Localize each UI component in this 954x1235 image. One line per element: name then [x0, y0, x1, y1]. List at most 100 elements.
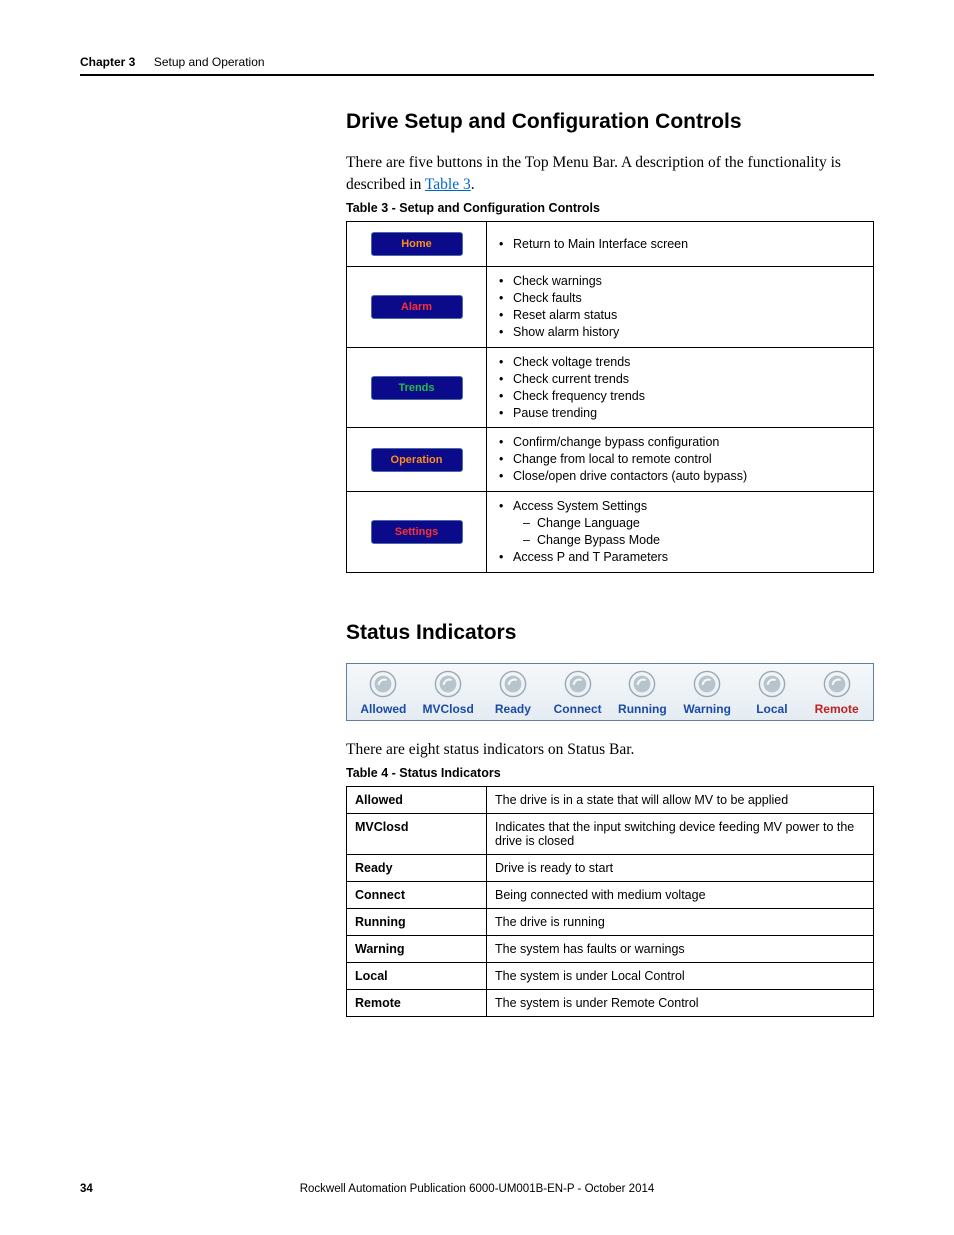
list-item: Change from local to remote control: [499, 451, 865, 468]
status-desc: Indicates that the input switching devic…: [487, 814, 874, 855]
status-row: AllowedMVClosdReadyConnectRunningWarning…: [351, 670, 869, 716]
status-name: Remote: [347, 990, 487, 1017]
table3-caption: Table 3 - Setup and Configuration Contro…: [346, 201, 874, 215]
status-bar: AllowedMVClosdReadyConnectRunningWarning…: [346, 663, 874, 721]
bullet-list: Access System Settings Change Language C…: [495, 498, 865, 566]
list-item: Pause trending: [499, 405, 865, 422]
intro-text-b: .: [471, 176, 475, 193]
list-item: Access P and T Parameters: [499, 549, 865, 566]
led-label: Ready: [481, 702, 546, 716]
status-desc: The system is under Remote Control: [487, 990, 874, 1017]
table-row: MVClosdIndicates that the input switchin…: [347, 814, 874, 855]
list-item: Check frequency trends: [499, 388, 865, 405]
led-label: MVClosd: [416, 702, 481, 716]
bullet-list: Check voltage trends Check current trend…: [495, 354, 865, 422]
bullet-list: Return to Main Interface screen: [495, 236, 865, 253]
publication-info: Rockwell Automation Publication 6000-UM0…: [80, 1183, 874, 1195]
status-indicator: Warning: [675, 670, 740, 716]
button-cell: Alarm: [347, 267, 487, 348]
led-icon: [564, 670, 592, 698]
led-icon: [499, 670, 527, 698]
status-name: Running: [347, 909, 487, 936]
table-row: Operation Confirm/change bypass configur…: [347, 428, 874, 492]
list-item: Return to Main Interface screen: [499, 236, 865, 253]
led-label: Running: [610, 702, 675, 716]
button-cell: Settings: [347, 492, 487, 573]
status-table: AllowedThe drive is in a state that will…: [346, 786, 874, 1017]
led-icon: [434, 670, 462, 698]
status-indicator: Allowed: [351, 670, 416, 716]
status-desc: The system is under Local Control: [487, 963, 874, 990]
intro-paragraph: There are five buttons in the Top Menu B…: [346, 152, 874, 195]
status-indicator: Remote: [804, 670, 869, 716]
sub-list: Change Language Change Bypass Mode: [513, 515, 865, 549]
button-cell: Trends: [347, 347, 487, 428]
status-indicator: MVClosd: [416, 670, 481, 716]
list-item: Change Language: [523, 515, 865, 532]
page-content: Drive Setup and Configuration Controls T…: [346, 110, 874, 1017]
led-icon: [369, 670, 397, 698]
operation-button[interactable]: Operation: [371, 448, 463, 472]
status-desc: Drive is ready to start: [487, 855, 874, 882]
led-label: Local: [740, 702, 805, 716]
list-item: Check warnings: [499, 273, 865, 290]
section-heading-2: Status Indicators: [346, 621, 874, 645]
list-item: Confirm/change bypass configuration: [499, 434, 865, 451]
led-icon: [758, 670, 786, 698]
list-item: Close/open drive contactors (auto bypass…: [499, 468, 865, 485]
intro-text-a: There are five buttons in the Top Menu B…: [346, 154, 841, 193]
status-name: Ready: [347, 855, 487, 882]
table-row: ReadyDrive is ready to start: [347, 855, 874, 882]
controls-table: Home Return to Main Interface screen Ala…: [346, 221, 874, 572]
status-desc: The drive is running: [487, 909, 874, 936]
bullet-list: Check warnings Check faults Reset alarm …: [495, 273, 865, 341]
chapter-title: Setup and Operation: [154, 55, 265, 69]
table-row: AllowedThe drive is in a state that will…: [347, 787, 874, 814]
led-label: Remote: [804, 702, 869, 716]
status-indicator: Connect: [545, 670, 610, 716]
list-item: Access System Settings Change Language C…: [499, 498, 865, 549]
list-item-text: Access System Settings: [513, 499, 647, 513]
table-row: RemoteThe system is under Remote Control: [347, 990, 874, 1017]
status-name: Connect: [347, 882, 487, 909]
table-row: Alarm Check warnings Check faults Reset …: [347, 267, 874, 348]
led-label: Warning: [675, 702, 740, 716]
page-header: Chapter 3 Setup and Operation: [80, 53, 874, 76]
desc-cell: Confirm/change bypass configuration Chan…: [487, 428, 874, 492]
list-item: Reset alarm status: [499, 307, 865, 324]
status-desc: The drive is in a state that will allow …: [487, 787, 874, 814]
status-name: MVClosd: [347, 814, 487, 855]
table-row: Settings Access System Settings Change L…: [347, 492, 874, 573]
led-icon: [628, 670, 656, 698]
table3-link[interactable]: Table 3: [425, 176, 471, 193]
status-indicator: Running: [610, 670, 675, 716]
list-item: Check faults: [499, 290, 865, 307]
status-indicator: Ready: [481, 670, 546, 716]
status-name: Warning: [347, 936, 487, 963]
alarm-button[interactable]: Alarm: [371, 295, 463, 319]
table-row: Home Return to Main Interface screen: [347, 222, 874, 267]
led-label: Connect: [545, 702, 610, 716]
button-cell: Home: [347, 222, 487, 267]
list-item: Show alarm history: [499, 324, 865, 341]
table4-caption: Table 4 - Status Indicators: [346, 766, 874, 780]
status-indicator: Local: [740, 670, 805, 716]
table-row: WarningThe system has faults or warnings: [347, 936, 874, 963]
desc-cell: Return to Main Interface screen: [487, 222, 874, 267]
bullet-list: Confirm/change bypass configuration Chan…: [495, 434, 865, 485]
list-item: Change Bypass Mode: [523, 532, 865, 549]
list-item: Check current trends: [499, 371, 865, 388]
list-item: Check voltage trends: [499, 354, 865, 371]
desc-cell: Check voltage trends Check current trend…: [487, 347, 874, 428]
status-name: Local: [347, 963, 487, 990]
table-row: Trends Check voltage trends Check curren…: [347, 347, 874, 428]
settings-button[interactable]: Settings: [371, 520, 463, 544]
led-icon: [693, 670, 721, 698]
home-button[interactable]: Home: [371, 232, 463, 256]
status-desc: The system has faults or warnings: [487, 936, 874, 963]
trends-button[interactable]: Trends: [371, 376, 463, 400]
desc-cell: Access System Settings Change Language C…: [487, 492, 874, 573]
status-name: Allowed: [347, 787, 487, 814]
desc-cell: Check warnings Check faults Reset alarm …: [487, 267, 874, 348]
button-cell: Operation: [347, 428, 487, 492]
